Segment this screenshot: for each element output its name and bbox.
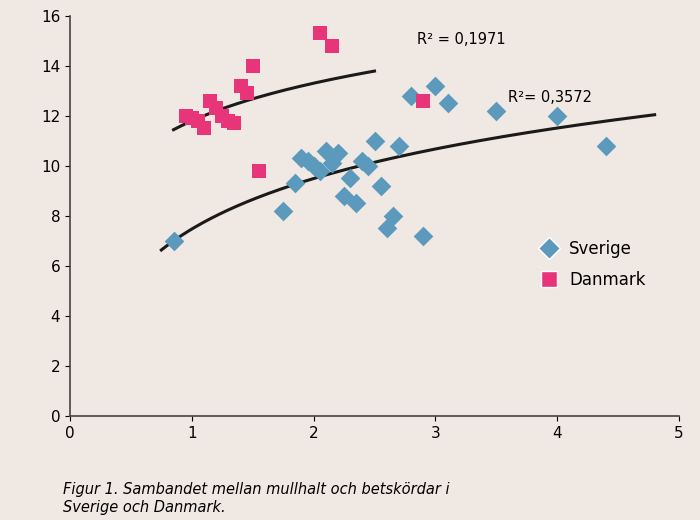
- Point: [405, 92, 416, 100]
- Point: [601, 141, 612, 150]
- Point: [363, 162, 374, 170]
- Point: [217, 112, 228, 120]
- Point: [491, 107, 502, 115]
- Point: [326, 42, 337, 50]
- Point: [381, 224, 392, 232]
- Point: [357, 157, 368, 165]
- Point: [369, 137, 380, 145]
- Point: [351, 199, 362, 207]
- Point: [193, 116, 204, 125]
- Point: [418, 97, 429, 105]
- Point: [339, 192, 350, 200]
- Point: [247, 61, 258, 70]
- Point: [442, 99, 453, 107]
- Legend: Sverige, Danmark: Sverige, Danmark: [533, 233, 652, 295]
- Point: [314, 29, 326, 37]
- Point: [198, 124, 209, 133]
- Text: Figur 1. Sambandet mellan mullhalt och betskördar i
Sverige och Danmark.: Figur 1. Sambandet mellan mullhalt och b…: [63, 483, 449, 515]
- Text: R² = 0,1971: R² = 0,1971: [417, 32, 506, 47]
- Point: [235, 82, 246, 90]
- Point: [290, 179, 301, 187]
- Point: [393, 141, 405, 150]
- Point: [211, 104, 222, 112]
- Point: [241, 89, 252, 97]
- Point: [418, 232, 429, 240]
- Point: [296, 154, 307, 162]
- Point: [387, 212, 398, 220]
- Point: [308, 162, 319, 170]
- Point: [302, 157, 313, 165]
- Point: [253, 166, 265, 175]
- Point: [186, 114, 197, 122]
- Point: [314, 166, 326, 175]
- Point: [344, 174, 356, 183]
- Point: [223, 116, 234, 125]
- Point: [320, 147, 331, 155]
- Point: [168, 237, 179, 245]
- Point: [375, 181, 386, 190]
- Point: [552, 112, 563, 120]
- Point: [229, 119, 240, 127]
- Point: [326, 159, 337, 167]
- Point: [430, 82, 441, 90]
- Point: [277, 206, 289, 215]
- Point: [332, 149, 344, 158]
- Point: [204, 97, 216, 105]
- Text: R²= 0,3572: R²= 0,3572: [508, 90, 592, 105]
- Point: [180, 112, 191, 120]
